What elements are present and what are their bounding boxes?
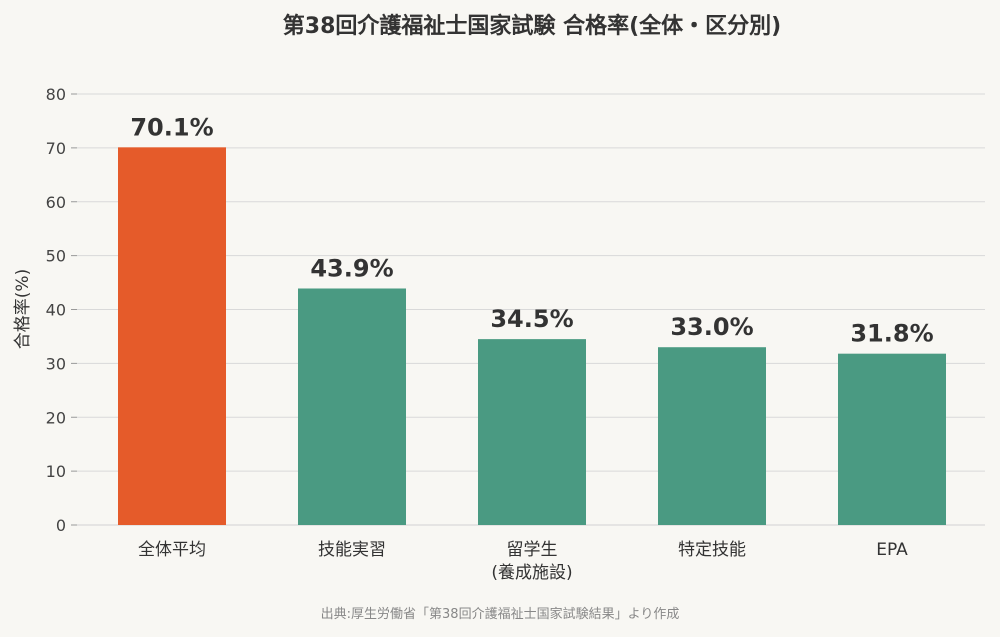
x-category-label: 技能実習	[318, 540, 386, 560]
value-labels: 70.1% 43.9% 34.5% 33.0% 31.8%	[130, 113, 933, 347]
x-category-label: (養成施設)	[491, 563, 572, 583]
bar-value-label: 34.5%	[490, 305, 573, 333]
bar	[298, 288, 406, 525]
bar-value-label: 33.0%	[670, 313, 753, 341]
y-axis-ticks: 0 10 20 30 40 50 60 70 80	[46, 85, 77, 535]
bar	[478, 339, 586, 525]
source-note: 出典:厚生労働省「第38回介護福祉士国家試験結果」より作成	[321, 606, 680, 622]
x-category-label: 留学生	[507, 540, 558, 560]
y-tick-label: 0	[56, 516, 66, 535]
x-axis-categories: 全体平均 技能実習 留学生 (養成施設) 特定技能 EPA	[138, 540, 908, 583]
bar	[658, 347, 766, 525]
x-category-label: 全体平均	[138, 540, 206, 560]
y-tick-label: 50	[46, 247, 66, 266]
bar-value-label: 43.9%	[310, 254, 393, 282]
bar-value-label: 70.1%	[130, 113, 213, 141]
y-tick-label: 10	[46, 462, 66, 481]
x-category-label: EPA	[876, 540, 908, 560]
y-tick-label: 70	[46, 139, 66, 158]
x-category-label: 特定技能	[678, 540, 746, 560]
y-tick-label: 60	[46, 193, 66, 212]
bar-value-label: 31.8%	[850, 320, 933, 348]
gridlines	[77, 93, 985, 526]
y-tick-label: 80	[46, 85, 66, 104]
y-tick-label: 40	[46, 301, 66, 320]
bar	[118, 147, 226, 525]
chart-title: 第38回介護福祉士国家試験 合格率(全体・区分別)	[283, 13, 781, 39]
bars	[118, 147, 946, 525]
y-tick-label: 20	[46, 408, 66, 427]
y-axis-title: 合格率(%)	[13, 269, 33, 349]
bar	[838, 353, 946, 525]
y-tick-label: 30	[46, 354, 66, 373]
